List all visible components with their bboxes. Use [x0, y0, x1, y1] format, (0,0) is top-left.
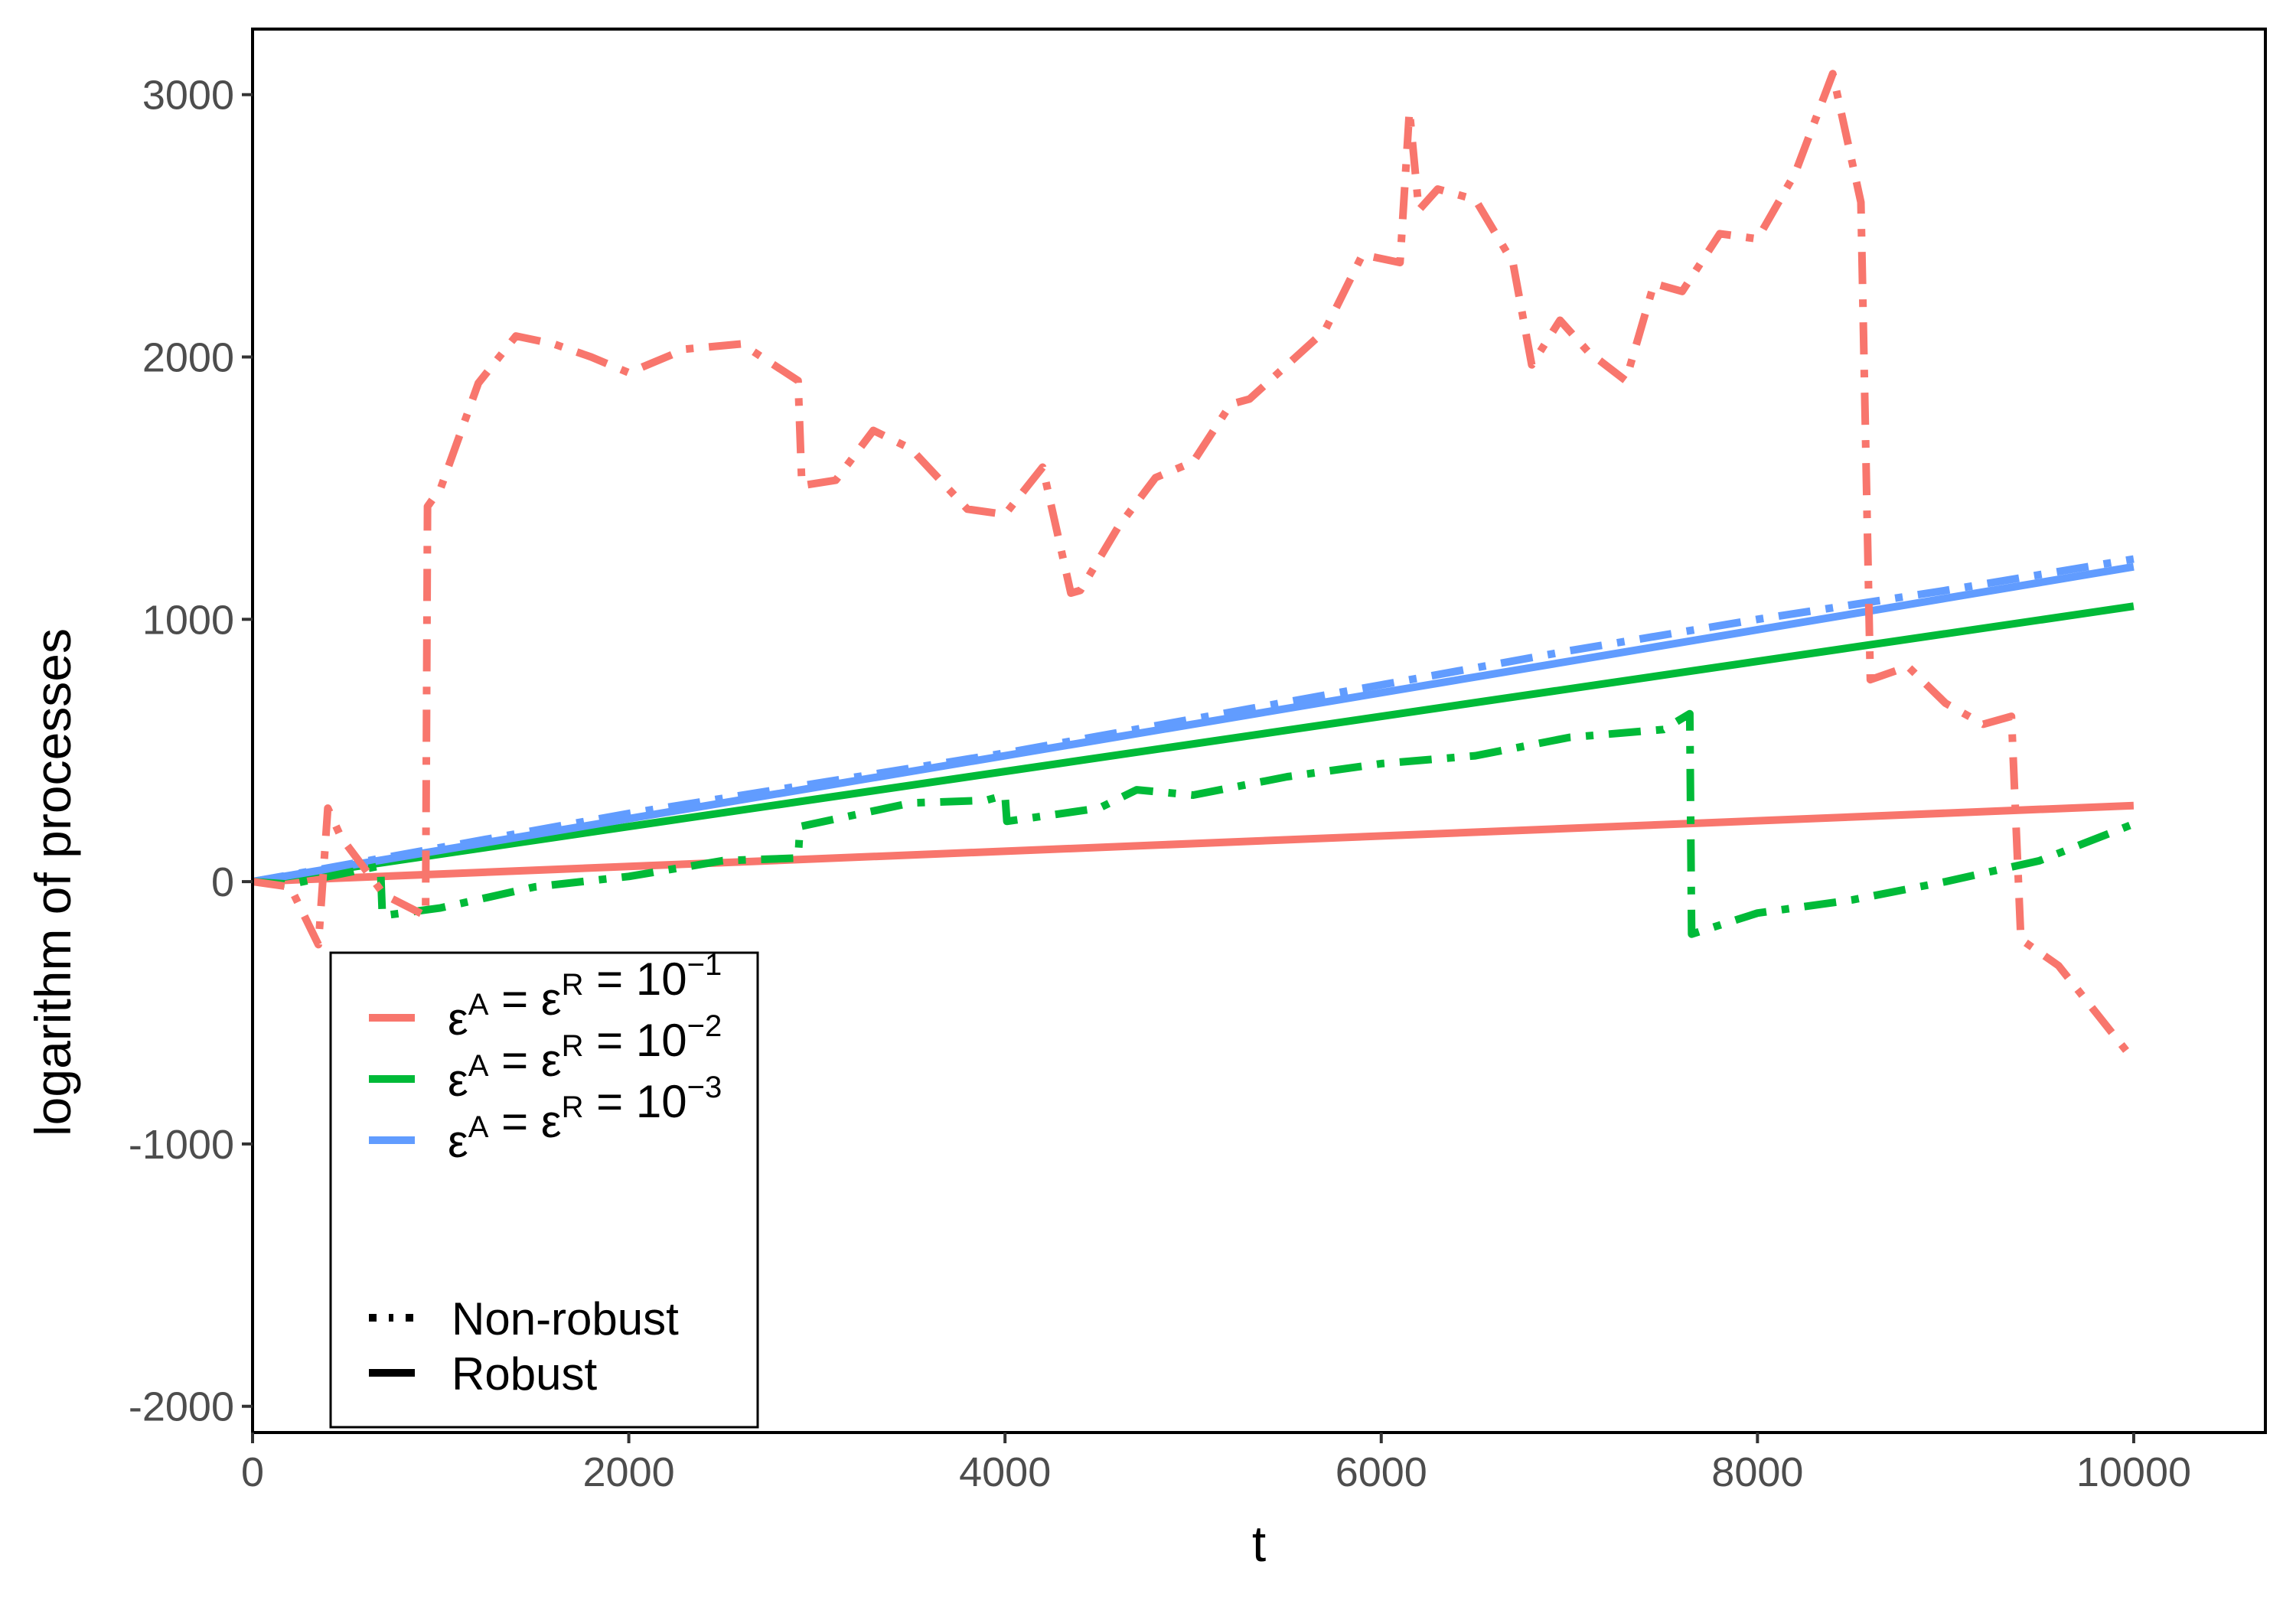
y-tick-label: 0 — [211, 859, 234, 905]
y-tick-label: 1000 — [142, 597, 234, 643]
series-line-0 — [252, 801, 2135, 886]
legend-label: εA = εR = 10−2 — [448, 1009, 722, 1106]
axes-layer: 0 2000 4000 6000 8000 10000 -2000 -1000 0 1000 200… — [129, 28, 2267, 1495]
x-tick-label: 2000 — [583, 1449, 675, 1495]
series-line-3 — [252, 555, 2135, 886]
legend-label: εA = εR = 10−3 — [448, 1071, 722, 1167]
series-line-4 — [252, 709, 2135, 938]
series-line-5 — [252, 70, 2137, 1063]
y-axis-label: logarithm of processes — [24, 628, 81, 1136]
legend-label: εA = εR = 10−1 — [448, 948, 722, 1045]
y-tick-label: -2000 — [129, 1384, 234, 1430]
x-tick-label: 10000 — [2076, 1449, 2191, 1495]
series-line-2 — [252, 562, 2135, 886]
series-line-1 — [252, 602, 2135, 886]
x-tick-label: 6000 — [1336, 1449, 1427, 1495]
y-tick-label: -1000 — [129, 1122, 234, 1168]
series-layer — [252, 70, 2137, 1063]
legend-label: Non-robust — [452, 1293, 679, 1345]
x-axis-label: t — [1252, 1515, 1266, 1572]
legend: εA = εR = 10−1εA = εR = 10−2εA = εR = 10… — [329, 948, 759, 1429]
x-tick-label: 0 — [241, 1449, 264, 1495]
legend-colors: εA = εR = 10−1εA = εR = 10−2εA = εR = 10… — [369, 948, 722, 1167]
y-tick-label: 3000 — [142, 73, 234, 119]
legend-label: Robust — [452, 1348, 597, 1400]
plot-frame — [251, 28, 2267, 1434]
x-tick-label: 8000 — [1711, 1449, 1803, 1495]
legend-box — [329, 951, 759, 1429]
y-tick-label: 2000 — [142, 335, 234, 381]
x-tick-label: 4000 — [959, 1449, 1051, 1495]
